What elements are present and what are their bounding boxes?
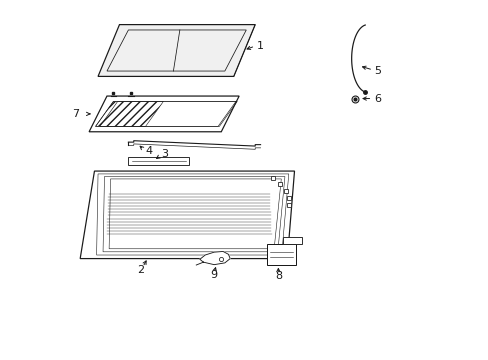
Polygon shape [128,157,189,165]
Polygon shape [80,171,294,258]
Polygon shape [89,96,239,132]
Text: 5: 5 [373,66,380,76]
Polygon shape [98,24,255,76]
Text: 3: 3 [162,149,168,159]
Text: 1: 1 [257,41,264,51]
Polygon shape [266,244,295,265]
Text: 9: 9 [209,270,217,280]
Polygon shape [282,237,302,244]
Text: 2: 2 [137,265,144,275]
Text: 4: 4 [145,147,152,157]
Text: 6: 6 [373,94,380,104]
Text: 7: 7 [72,109,79,119]
Text: 8: 8 [274,271,282,281]
Polygon shape [200,251,230,265]
